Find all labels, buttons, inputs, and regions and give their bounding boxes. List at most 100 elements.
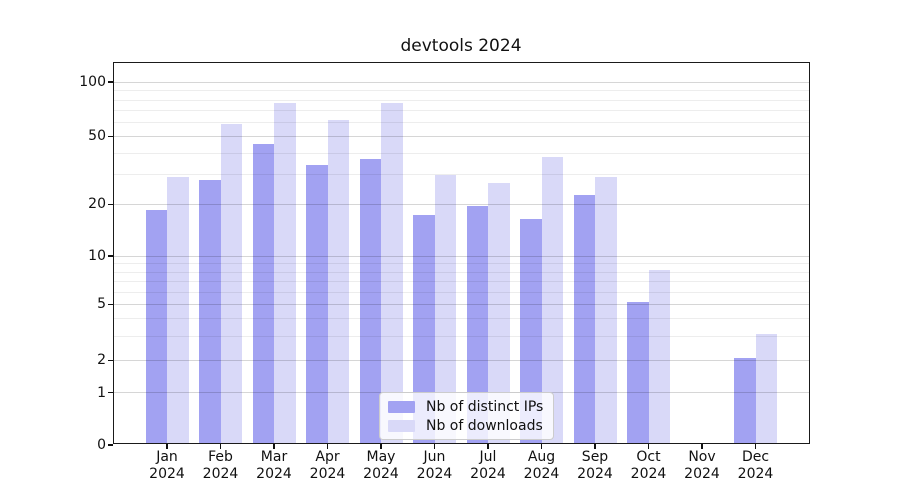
gridline-minor-4 <box>114 318 809 320</box>
x-tick-label-jan: Jan 2024 <box>149 449 185 483</box>
gridline-10 <box>114 255 809 257</box>
legend-label-distinct-ips: Nb of distinct IPs <box>426 398 544 415</box>
x-tick-label-year: 2024 <box>149 466 185 482</box>
legend-item-distinct-ips: Nb of distinct IPs <box>388 397 543 416</box>
gridline-minor-40 <box>114 152 809 154</box>
x-tick-label-may: May 2024 <box>363 449 399 483</box>
legend-swatch-distinct-ips <box>388 400 415 413</box>
y-tick-label-20: 20 <box>88 196 106 213</box>
x-tick-label-year: 2024 <box>202 466 239 482</box>
bar-distinct-ips-feb <box>199 180 221 443</box>
x-tick-label-apr: Apr 2024 <box>310 449 346 483</box>
bar-downloads-aug <box>541 156 563 443</box>
legend-swatch-downloads <box>388 419 415 432</box>
x-tick-feb <box>219 444 222 449</box>
x-tick-label-month: Mar <box>260 449 288 465</box>
bar-distinct-ips-apr <box>306 165 328 443</box>
x-tick-label-year: 2024 <box>684 466 720 482</box>
x-tick-oct <box>647 444 650 449</box>
y-tick-label-5: 5 <box>97 296 106 313</box>
x-tick-label-month: Oct <box>636 449 661 465</box>
x-tick-label-feb: Feb 2024 <box>203 449 239 483</box>
gridline-minor-60 <box>114 122 809 124</box>
bar-downloads-mar <box>274 102 296 443</box>
bar-downloads-sep <box>595 177 617 443</box>
bar-downloads-jan <box>167 177 189 443</box>
x-tick-label-year: 2024 <box>416 466 453 482</box>
legend-label-downloads: Nb of downloads <box>426 417 543 434</box>
bar-distinct-ips-may <box>359 158 381 443</box>
bar-distinct-ips-aug <box>520 219 542 443</box>
x-tick-label-month: Apr <box>315 449 340 465</box>
chart-title: devtools 2024 <box>400 36 522 56</box>
bar-downloads-feb <box>220 124 242 443</box>
y-tick-label-100: 100 <box>79 74 106 91</box>
bar-downloads-jun <box>434 174 456 443</box>
x-tick-label-year: 2024 <box>309 466 346 482</box>
y-tick-0 <box>108 444 113 446</box>
gridline-minor-7 <box>114 281 809 282</box>
y-tick-label-1: 1 <box>97 384 106 401</box>
x-tick-sep <box>594 444 596 449</box>
x-tick-aug <box>540 444 543 449</box>
x-tick-label-year: 2024 <box>470 466 506 482</box>
x-tick-mar <box>273 444 275 449</box>
y-tick-50 <box>108 135 113 137</box>
bar-downloads-apr <box>327 120 349 443</box>
y-tick-label-10: 10 <box>88 248 106 265</box>
y-tick-label-0: 0 <box>97 437 106 453</box>
gridline-minor-80 <box>114 99 809 101</box>
y-tick-1 <box>108 392 113 394</box>
x-tick-apr <box>326 444 329 449</box>
gridline-20 <box>114 203 809 205</box>
x-tick-label-nov: Nov 2024 <box>684 449 720 483</box>
x-tick-label-year: 2024 <box>737 466 774 482</box>
x-tick-label-month: Jul <box>479 449 497 465</box>
x-tick-label-month: Jun <box>423 449 446 465</box>
x-tick-label-year: 2024 <box>630 466 667 482</box>
x-tick-jul <box>487 444 489 449</box>
y-tick-2 <box>108 359 113 362</box>
x-tick-label-month: Feb <box>208 449 233 465</box>
bar-distinct-ips-mar <box>252 143 274 443</box>
x-tick-jun <box>433 444 436 449</box>
gridline-2 <box>114 359 809 362</box>
bar-downloads-may <box>381 102 403 443</box>
y-tick-20 <box>108 203 113 205</box>
x-tick-label-year: 2024 <box>256 466 292 482</box>
x-tick-label-month: Nov <box>688 449 716 465</box>
x-tick-jan <box>166 444 168 449</box>
x-tick-label-year: 2024 <box>577 466 613 482</box>
gridline-minor-3 <box>114 335 809 337</box>
gridline-minor-6 <box>114 291 809 293</box>
x-tick-label-mar: Mar 2024 <box>256 449 292 483</box>
x-tick-label-month: Jan <box>156 449 178 465</box>
gridline-minor-90 <box>114 90 809 92</box>
bar-distinct-ips-jan <box>145 210 167 443</box>
legend-item-downloads: Nb of downloads <box>388 416 543 435</box>
x-tick-nov <box>701 444 703 449</box>
x-tick-label-month: Sep <box>581 449 609 465</box>
legend: Nb of distinct IPs Nb of downloads <box>379 392 555 440</box>
gridline-50 <box>114 135 809 137</box>
bar-downloads-dec <box>755 333 777 443</box>
gridline-minor-30 <box>114 174 809 176</box>
bar-downloads-oct <box>648 269 670 443</box>
y-tick-5 <box>108 303 113 306</box>
gridline-minor-70 <box>114 110 809 111</box>
x-tick-label-dec: Dec 2024 <box>738 449 774 483</box>
bar-distinct-ips-oct <box>627 302 649 443</box>
bar-distinct-ips-jun <box>413 214 435 443</box>
gridline-5 <box>114 303 809 306</box>
x-tick-label-oct: Oct 2024 <box>631 449 667 483</box>
x-tick-may <box>380 444 382 449</box>
gridline-100 <box>114 81 809 83</box>
x-tick-label-month: May <box>366 449 396 465</box>
y-tick-10 <box>108 255 113 257</box>
y-tick-label-2: 2 <box>97 352 106 369</box>
bar-distinct-ips-sep <box>573 195 595 443</box>
y-tick-100 <box>108 81 113 83</box>
bar-downloads-jul <box>488 182 510 443</box>
x-tick-label-sep: Sep 2024 <box>577 449 613 483</box>
